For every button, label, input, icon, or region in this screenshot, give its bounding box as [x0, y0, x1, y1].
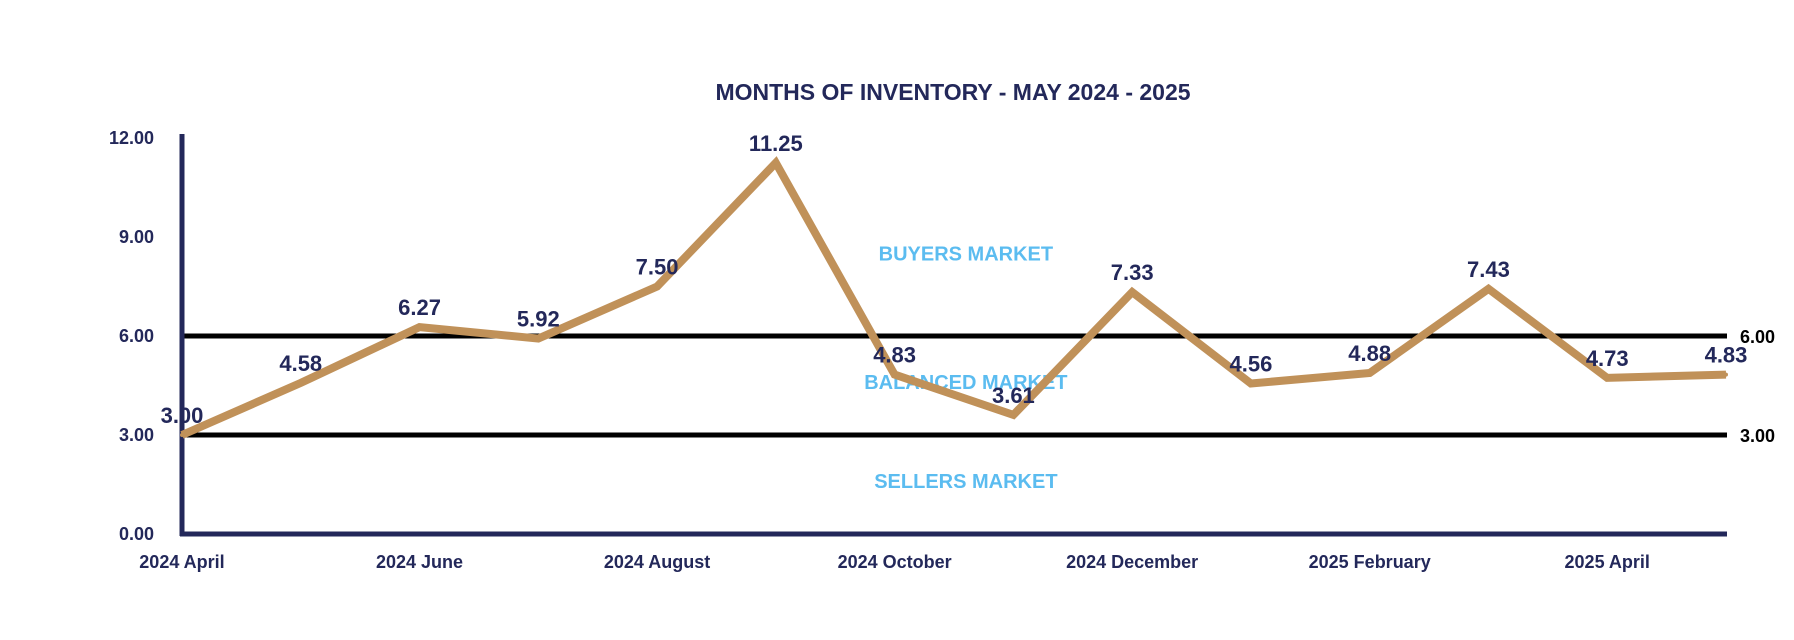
- data-point: [1605, 375, 1610, 380]
- chart-title: MONTHS OF INVENTORY - MAY 2024 - 2025: [715, 79, 1190, 105]
- data-point: [1011, 412, 1016, 417]
- x-tick-label: 2024 August: [604, 552, 710, 572]
- data-label: 11.25: [749, 131, 803, 156]
- reference-lines: 6.00 3.00: [182, 327, 1775, 446]
- data-labels: 3.00 4.58 6.27 5.92 7.50 11.25 4.83 3.61 7.33 4.5…: [161, 131, 1748, 428]
- y-tick-label: 0.00: [119, 524, 154, 544]
- data-label: 4.83: [873, 343, 916, 368]
- reference-line-label-1: 3.00: [1740, 426, 1775, 446]
- data-point: [1248, 381, 1253, 386]
- x-tick-label: 2025 April: [1565, 552, 1650, 572]
- data-label: 3.61: [992, 383, 1035, 408]
- data-point: [1486, 286, 1491, 291]
- data-label: 7.43: [1467, 257, 1510, 282]
- data-point: [1724, 372, 1728, 377]
- y-tick-label: 12.00: [109, 128, 154, 148]
- reference-line-label-0: 6.00: [1740, 327, 1775, 347]
- data-label: 6.27: [398, 295, 441, 320]
- data-point: [536, 336, 541, 341]
- data-label: 4.88: [1348, 341, 1391, 366]
- x-tick-label: 2024 April: [139, 552, 224, 572]
- data-label: 3.00: [161, 403, 204, 428]
- data-label: 4.83: [1705, 343, 1748, 368]
- data-label: 4.73: [1586, 346, 1629, 371]
- data-point: [892, 372, 897, 377]
- data-label: 4.56: [1230, 352, 1273, 377]
- axes: 12.00 9.00 6.00 3.00 0.00 2024 April 2024 June…: [109, 128, 1727, 572]
- data-point: [417, 325, 422, 330]
- annotation-2: SELLERS MARKET: [874, 471, 1057, 493]
- data-point: [1367, 370, 1372, 375]
- annotation-0: BUYERS MARKET: [879, 244, 1053, 266]
- data-point: [1130, 290, 1135, 295]
- data-point: [655, 284, 660, 289]
- data-point: [298, 380, 303, 385]
- x-tick-label: 2024 June: [376, 552, 463, 572]
- x-tick-label: 2024 December: [1066, 552, 1198, 572]
- series-layer: [180, 156, 1728, 439]
- data-label: 5.92: [517, 307, 560, 332]
- data-point: [180, 433, 184, 437]
- x-tick-label: 2024 October: [838, 552, 952, 572]
- data-label: 7.50: [636, 255, 679, 280]
- y-tick-label: 3.00: [119, 425, 154, 445]
- y-tick-label: 6.00: [119, 326, 154, 346]
- data-label: 4.58: [279, 351, 322, 376]
- data-label: 7.33: [1111, 260, 1154, 285]
- y-tick-label: 9.00: [119, 227, 154, 247]
- x-tick-label: 2025 February: [1309, 552, 1431, 572]
- data-point: [773, 160, 778, 165]
- series-line-0: [180, 156, 1727, 439]
